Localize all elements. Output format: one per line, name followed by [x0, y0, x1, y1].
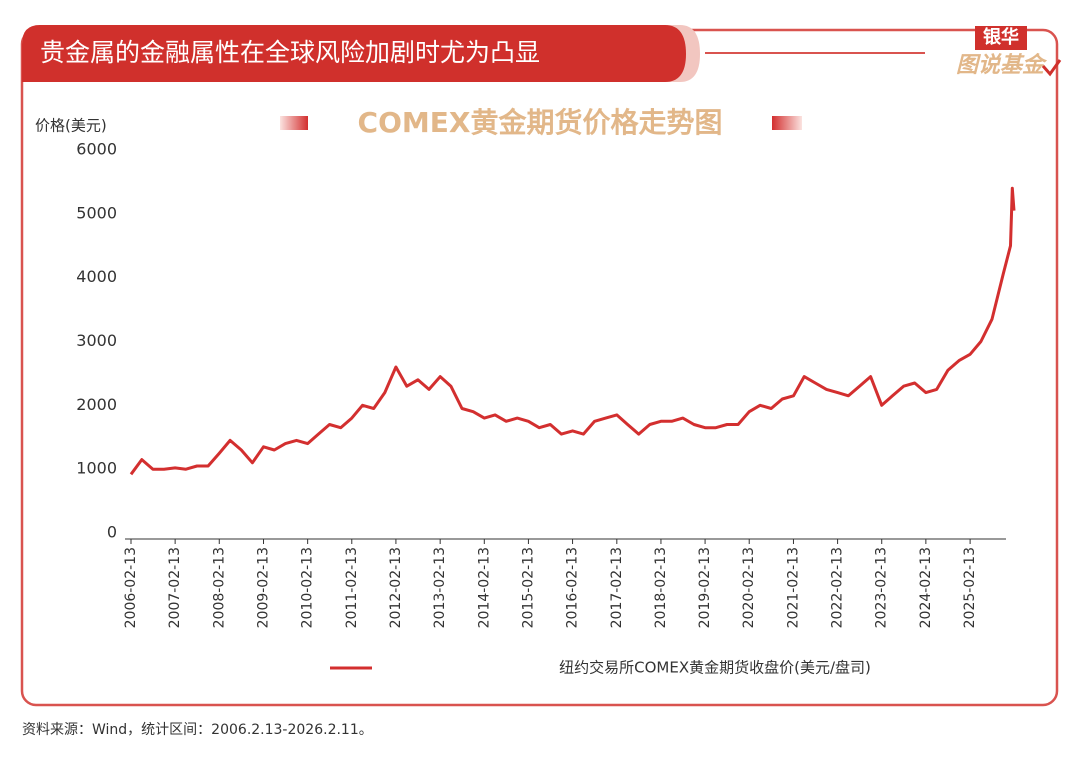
x-tick-label: 2024-02-13 [918, 547, 934, 628]
y-tick-label: 5000 [76, 203, 117, 222]
x-tick-label: 2015-02-13 [520, 547, 536, 628]
logo-check [1041, 59, 1062, 77]
banner [22, 25, 686, 82]
title-deco [772, 116, 802, 130]
title-deco [280, 116, 308, 130]
y-tick-label: 0 [107, 523, 117, 542]
y-tick-label: 3000 [76, 331, 117, 350]
y-tick-label: 1000 [76, 459, 117, 478]
x-tick-label: 2025-02-13 [962, 547, 978, 628]
y-tick-label: 4000 [76, 267, 117, 286]
x-tick-label: 2012-02-13 [388, 547, 404, 628]
x-tick-label: 2020-02-13 [741, 547, 757, 628]
x-tick-label: 2009-02-13 [256, 547, 272, 628]
x-tick-label: 2019-02-13 [697, 547, 713, 628]
legend-label: 纽约交易所COMEX黄金期货收盘价(美元/盘司) [559, 659, 871, 677]
chart-title: COMEX黄金期货价格走势图 [358, 106, 723, 139]
x-tick-label: 2014-02-13 [476, 547, 492, 628]
x-tick-label: 2017-02-13 [609, 547, 625, 628]
source-note: 资料来源：Wind，统计区间：2006.2.13-2026.2.11。 [22, 722, 373, 738]
x-tick-label: 2022-02-13 [830, 547, 846, 628]
page-title: 贵金属的金融属性在全球风险加剧时尤为凸显 [40, 38, 540, 67]
x-tick-label: 2007-02-13 [167, 547, 183, 628]
logo-top: 银华 [983, 26, 1019, 48]
x-tick-label: 2013-02-13 [432, 547, 448, 628]
x-tick-label: 2011-02-13 [344, 547, 360, 628]
logo-bottom: 图说基金 [956, 52, 1048, 78]
logo-box [975, 26, 1027, 50]
x-tick-label: 2016-02-13 [565, 547, 581, 628]
x-tick-label: 2023-02-13 [874, 547, 890, 628]
y-tick-label: 6000 [76, 140, 117, 159]
x-tick-label: 2021-02-13 [785, 547, 801, 628]
x-tick-label: 2010-02-13 [300, 547, 316, 628]
x-tick-label: 2006-02-13 [123, 547, 139, 628]
y-tick-label: 2000 [76, 395, 117, 414]
x-tick-label: 2018-02-13 [653, 547, 669, 628]
y-axis-label: 价格(美元) [35, 117, 107, 135]
x-tick-label: 2008-02-13 [211, 547, 227, 628]
series-line [129, 186, 1016, 476]
